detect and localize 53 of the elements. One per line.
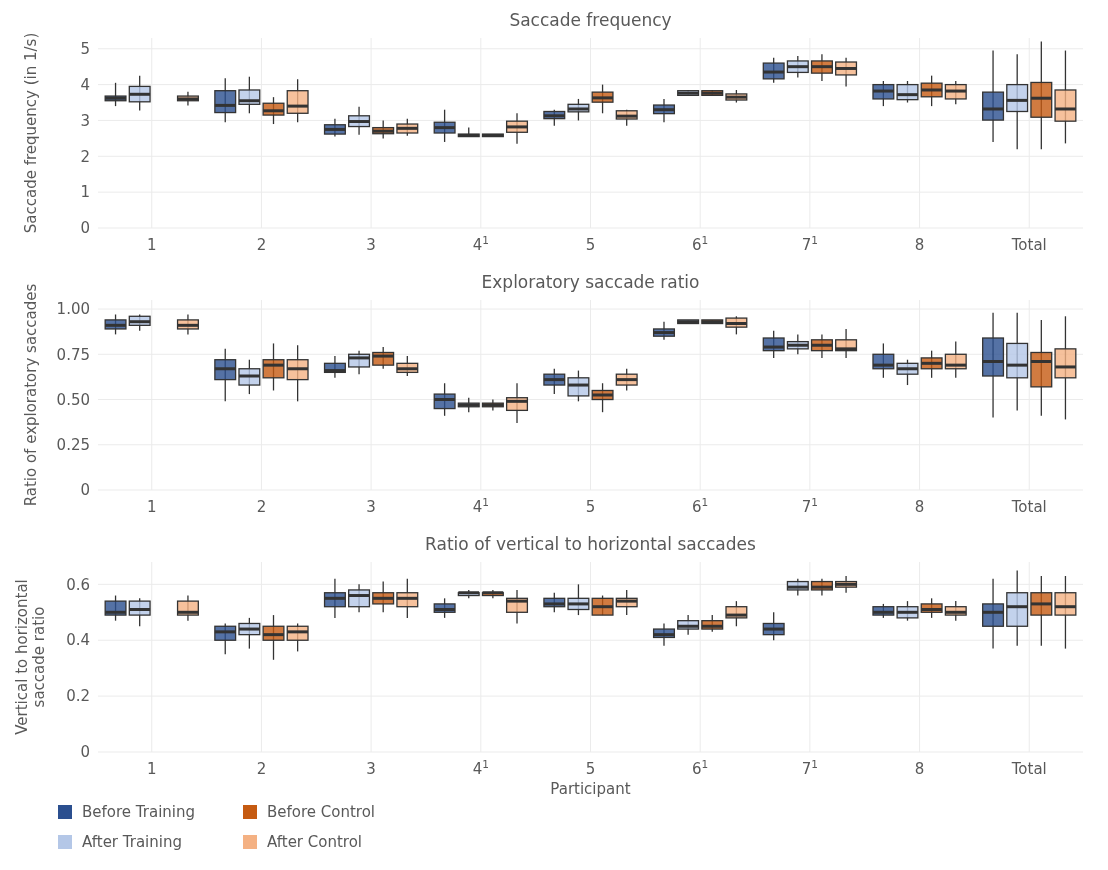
x-tick-label: 7$^{1}$ <box>801 234 818 254</box>
x-tick-label: 7$^{1}$ <box>801 758 818 778</box>
legend-label: After Control <box>267 833 363 852</box>
y-tick-label: 0.6 <box>66 575 90 594</box>
x-tick-label: 4$^{1}$ <box>472 496 489 516</box>
chart-title: Exploratory saccade ratio <box>481 272 700 292</box>
x-tick-label: 3 <box>366 236 376 254</box>
x-tick-label: 6$^{1}$ <box>692 234 709 254</box>
x-tick-label: 5 <box>585 498 596 516</box>
x-tick-label: 8 <box>914 498 925 516</box>
x-axis-title: Participant <box>550 780 631 798</box>
x-tick-label: 5 <box>585 236 596 254</box>
y-tick-label: 4 <box>80 75 90 94</box>
legend-label: Before Training <box>82 803 195 822</box>
y-tick-label: 2 <box>80 147 90 166</box>
x-tick-label: 2 <box>256 236 267 254</box>
y-axis-title: Saccade frequency (in 1/s) <box>22 32 40 234</box>
x-tick-label: 6$^{1}$ <box>692 496 709 516</box>
x-tick-label: 1 <box>146 760 157 778</box>
legend-label: After Training <box>82 833 182 852</box>
x-tick-label: 8 <box>914 236 925 254</box>
y-tick-label: 0.2 <box>66 687 90 706</box>
y-tick-label: 1.00 <box>56 300 90 319</box>
x-tick-label: 1 <box>146 498 157 516</box>
chart-title: Saccade frequency <box>509 10 672 30</box>
x-tick-label: 3 <box>366 498 376 516</box>
x-tick-label: 3 <box>366 760 376 778</box>
y-axis-title: Ratio of exploratory saccades <box>22 283 40 507</box>
legend-label: Before Control <box>267 803 376 822</box>
y-tick-label: 0.4 <box>66 631 90 650</box>
x-tick-label: 4$^{1}$ <box>472 758 489 778</box>
x-tick-label: 2 <box>256 498 267 516</box>
y-tick-label: 0.25 <box>56 436 90 455</box>
x-tick-label: Total <box>1010 760 1047 778</box>
x-tick-label: 2 <box>256 760 267 778</box>
x-tick-label: 4$^{1}$ <box>472 234 489 254</box>
y-tick-label: 5 <box>80 40 90 58</box>
y-tick-label: 0 <box>80 481 90 500</box>
x-tick-label: Total <box>1010 236 1047 254</box>
x-tick-label: 8 <box>914 760 925 778</box>
y-tick-label: 1 <box>80 183 90 202</box>
y-tick-label: 0.75 <box>56 345 90 364</box>
x-tick-label: Total <box>1010 498 1047 516</box>
x-tick-label: 7$^{1}$ <box>801 496 818 516</box>
y-tick-label: 0 <box>80 743 90 762</box>
y-tick-label: 3 <box>80 111 90 130</box>
x-tick-label: 1 <box>146 236 157 254</box>
y-tick-label: 0 <box>80 219 90 238</box>
x-tick-label: 6$^{1}$ <box>692 758 709 778</box>
y-tick-label: 0.50 <box>56 390 90 409</box>
chart-title: Ratio of vertical to horizontal saccades <box>425 534 757 554</box>
y-axis-title: Vertical to horizontal saccade ratio <box>13 579 48 735</box>
x-tick-label: 5 <box>585 760 596 778</box>
